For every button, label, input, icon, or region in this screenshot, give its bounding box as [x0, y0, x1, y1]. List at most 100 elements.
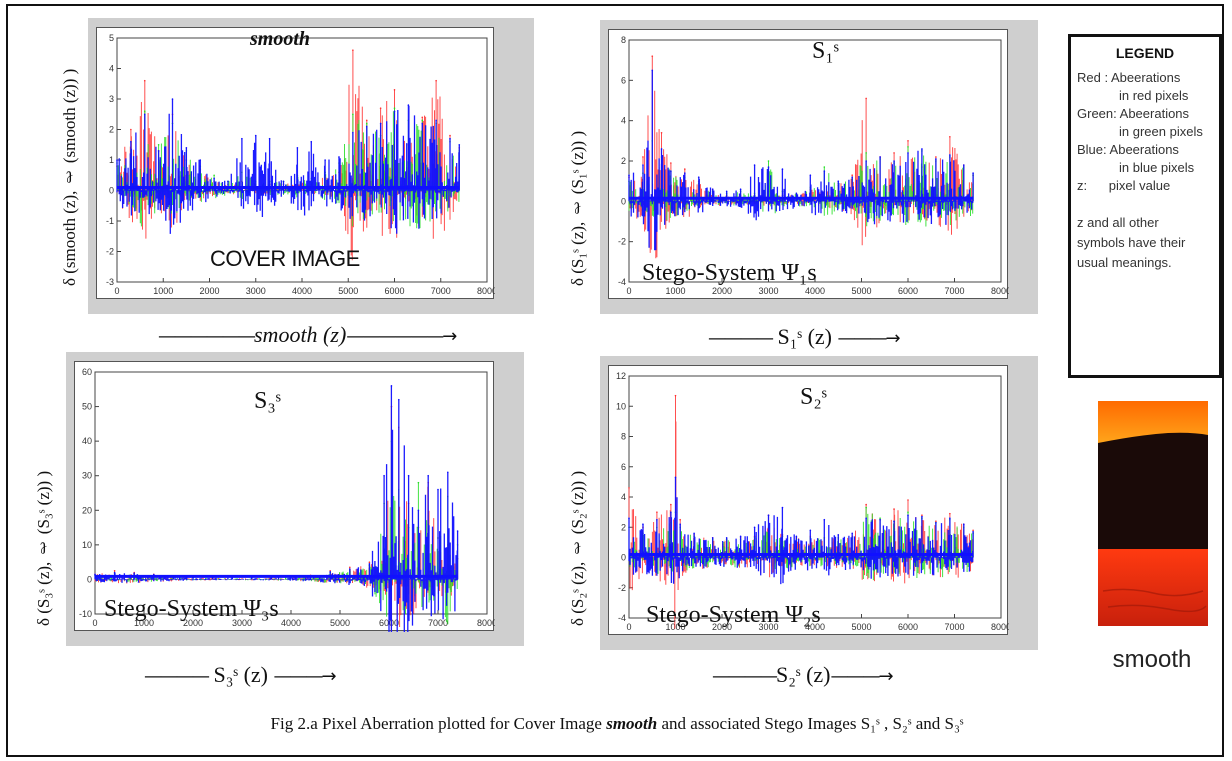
data-point-blue — [407, 104, 410, 106]
x-tick-label: 5000 — [851, 622, 871, 632]
data-point-blue — [963, 164, 965, 166]
data-point-blue — [642, 164, 644, 166]
legend-note-line: symbols have their — [1077, 235, 1186, 250]
data-point-blue — [651, 69, 654, 72]
x-tick-label: 8000 — [991, 286, 1009, 296]
x-tick-label: 4000 — [292, 286, 312, 296]
legend-note-line: usual meanings. — [1077, 255, 1172, 270]
data-point-blue — [921, 148, 923, 150]
data-point-green — [421, 119, 424, 122]
data-point-blue — [679, 523, 681, 526]
data-point-red — [143, 79, 146, 82]
data-point-blue — [296, 147, 299, 149]
chart-panel-s1: 8 6 4 2 0 -2 -4 0 1000 2000 3000 4000 5000 6000 7000 80… — [600, 20, 1038, 314]
data-point-red — [130, 128, 132, 131]
x-tick-label: 7000 — [944, 286, 964, 296]
data-point-red — [670, 503, 672, 506]
data-point-green — [365, 122, 368, 125]
data-point-blue — [670, 170, 672, 172]
data-point-blue — [851, 532, 853, 535]
y-tick-label: 50 — [82, 402, 92, 412]
axes-box — [628, 375, 1002, 619]
x-axis-label-text: smooth (z) — [254, 322, 347, 347]
data-point-blue — [199, 159, 202, 161]
data-point-red — [393, 89, 396, 91]
arrow-line-left: ———— — [708, 328, 774, 349]
x-tick-label: 8000 — [477, 286, 495, 296]
data-point-red — [349, 566, 351, 569]
chart-panel-s3: 60 50 40 30 20 10 0 -10 0 1000 2000 3000 4000 5000 600… — [66, 352, 524, 681]
data-point-blue — [711, 188, 714, 191]
x-tick-label: 8000 — [991, 622, 1009, 632]
data-point-green — [767, 160, 770, 162]
data-point-blue — [435, 119, 437, 122]
y-axis-label: δ (S₃ˢ (z), ℓ (S₃ˢ (z)) ) — [34, 470, 53, 626]
x-axis-label: ———— S₁ˢ (z) ———→ — [708, 324, 901, 350]
thumbnail-caption: smooth — [1112, 646, 1192, 673]
y-tick-label: 8 — [621, 432, 626, 442]
legend-key: Blue: — [1077, 142, 1107, 157]
data-point-blue — [949, 517, 951, 519]
data-point-blue — [823, 518, 826, 521]
data-point-blue — [670, 511, 672, 513]
data-point-red — [935, 520, 937, 522]
data-point-red — [365, 119, 368, 122]
series-blue — [94, 385, 459, 681]
data-point-red — [907, 499, 909, 501]
data-point-blue — [795, 192, 798, 195]
data-point-blue — [660, 148, 663, 150]
y-axis-label: δ (smooth (z), ℓ (smooth (z)) ) — [60, 68, 79, 286]
x-tick-label: 3000 — [758, 622, 778, 632]
data-point-red — [949, 512, 951, 515]
arrow-right-icon: ———→ — [830, 666, 894, 687]
data-point-red — [893, 152, 895, 154]
figure-frame: 5 4 3 2 1 0 -1 -2 -3 0 1000 2000 3000 4000 5000 6000 700… — [6, 4, 1224, 757]
x-axis-label: ——————smooth (z)——————→ — [158, 322, 457, 348]
data-point-blue — [417, 509, 420, 512]
data-point-blue — [143, 113, 146, 116]
legend-note-line: z and all other — [1077, 215, 1159, 230]
y-tick-label: -2 — [106, 247, 114, 257]
y-tick-label: 4 — [621, 116, 626, 126]
y-tick-label: 20 — [82, 505, 92, 515]
data-point-red — [449, 134, 451, 137]
x-tick-label: 6000 — [898, 286, 918, 296]
data-point-blue — [949, 154, 951, 156]
x-tick-label: 0 — [92, 618, 97, 628]
data-point-blue — [407, 474, 410, 477]
legend-text: Abeerations — [1119, 106, 1190, 121]
data-point-blue — [972, 172, 974, 174]
chart-inner-label: Stego-System Ψ₁s — [642, 260, 817, 286]
x-tick-label: 4000 — [281, 618, 301, 628]
x-tick-label: 4000 — [805, 286, 825, 296]
x-tick-label: 6000 — [384, 286, 404, 296]
data-point-blue — [213, 177, 215, 180]
data-point-green — [213, 174, 215, 177]
data-point-blue — [893, 520, 895, 522]
cover-image-thumbnail — [1098, 401, 1208, 626]
legend-key: Red : — [1077, 70, 1109, 85]
x-axis-label-text: S₁ˢ (z) — [777, 324, 833, 349]
data-point-red — [628, 487, 630, 489]
data-point-blue — [437, 488, 439, 491]
data-point-blue — [879, 156, 881, 158]
legend-item-z: z: pixel value — [1077, 177, 1213, 195]
data-point-blue — [865, 517, 867, 519]
data-point-red — [935, 156, 937, 158]
axes-box — [628, 39, 1002, 283]
y-tick-label: 3 — [109, 94, 114, 104]
y-tick-label: 30 — [82, 471, 92, 481]
x-tick-label: 1000 — [665, 286, 685, 296]
x-tick-label: 7000 — [431, 286, 451, 296]
data-point-blue — [837, 534, 840, 536]
y-tick-label: 0 — [109, 186, 114, 196]
legend-item-green: Green: Abeerations in green pixels — [1077, 105, 1213, 141]
legend-text: Abeerations — [1110, 70, 1181, 85]
data-point-blue — [963, 523, 965, 526]
legend-sub: in red pixels — [1119, 88, 1189, 103]
data-point-green — [907, 146, 909, 148]
y-axis-label: δ (S₂ˢ (z), ℓ (S₂ˢ (z)) ) — [568, 470, 587, 626]
data-point-green — [865, 506, 867, 509]
